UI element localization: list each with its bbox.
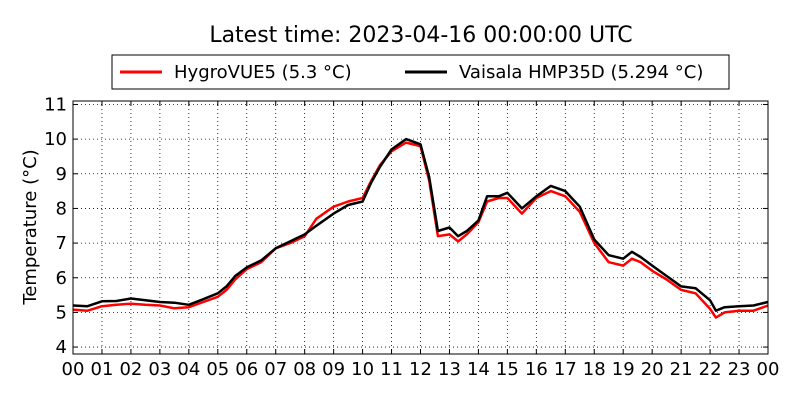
x-tick-label: 18 bbox=[583, 359, 606, 380]
y-tick-label: 10 bbox=[44, 129, 67, 150]
x-tick-label: 19 bbox=[612, 359, 635, 380]
x-tick-label: 03 bbox=[148, 359, 171, 380]
y-axis-label: Temperature (°C) bbox=[20, 149, 41, 305]
x-tick-label: 11 bbox=[380, 359, 403, 380]
x-tick-label: 23 bbox=[728, 359, 751, 380]
x-tick-label: 20 bbox=[641, 359, 664, 380]
x-tick-label: 02 bbox=[119, 359, 142, 380]
axis-ticks: 00 01 02 03 04 05 06 07 08 09 10 11 12 13 14 15 16 17 18 19… bbox=[44, 94, 779, 380]
x-tick-label: 22 bbox=[699, 359, 722, 380]
x-tick-label: 10 bbox=[351, 359, 374, 380]
x-tick-label: 05 bbox=[206, 359, 229, 380]
x-tick-label: 00 bbox=[62, 359, 85, 380]
x-tick-label: 00 bbox=[757, 359, 780, 380]
x-tick-label: 08 bbox=[293, 359, 316, 380]
series-line-hygrovue5 bbox=[72, 141, 769, 319]
x-tick-label: 09 bbox=[322, 359, 345, 380]
y-tick-label: 6 bbox=[56, 268, 67, 289]
x-tick-label: 13 bbox=[438, 359, 461, 380]
x-tick-label: 15 bbox=[496, 359, 519, 380]
x-tick-label: 01 bbox=[91, 359, 114, 380]
grid-lines bbox=[73, 101, 768, 354]
y-tick-label: 11 bbox=[44, 94, 67, 115]
x-tick-label: 17 bbox=[554, 359, 577, 380]
y-tick-label: 4 bbox=[56, 337, 67, 358]
legend: HygroVUE5 (5.3 °C) Vaisala HMP35D (5.294… bbox=[111, 54, 730, 90]
x-tick-label: 06 bbox=[235, 359, 258, 380]
x-tick-label: 07 bbox=[264, 359, 287, 380]
y-tick-label: 8 bbox=[56, 198, 67, 219]
x-tick-label: 12 bbox=[409, 359, 432, 380]
x-tick-label: 16 bbox=[525, 359, 548, 380]
chart-title: Latest time: 2023-04-16 00:00:00 UTC bbox=[209, 23, 632, 48]
legend-label-hygrovue5: HygroVUE5 (5.3 °C) bbox=[174, 62, 352, 83]
y-tick-label: 5 bbox=[56, 302, 67, 323]
y-tick-label: 9 bbox=[56, 164, 67, 185]
series-layer bbox=[72, 137, 769, 319]
y-tick-label: 7 bbox=[56, 233, 67, 254]
legend-label-vaisala: Vaisala HMP35D (5.294 °C) bbox=[459, 62, 703, 83]
series-line-vaisala bbox=[72, 137, 769, 312]
x-tick-label: 04 bbox=[177, 359, 200, 380]
plot-frame bbox=[72, 100, 769, 355]
x-tick-label: 14 bbox=[467, 359, 490, 380]
x-tick-label: 21 bbox=[670, 359, 693, 380]
